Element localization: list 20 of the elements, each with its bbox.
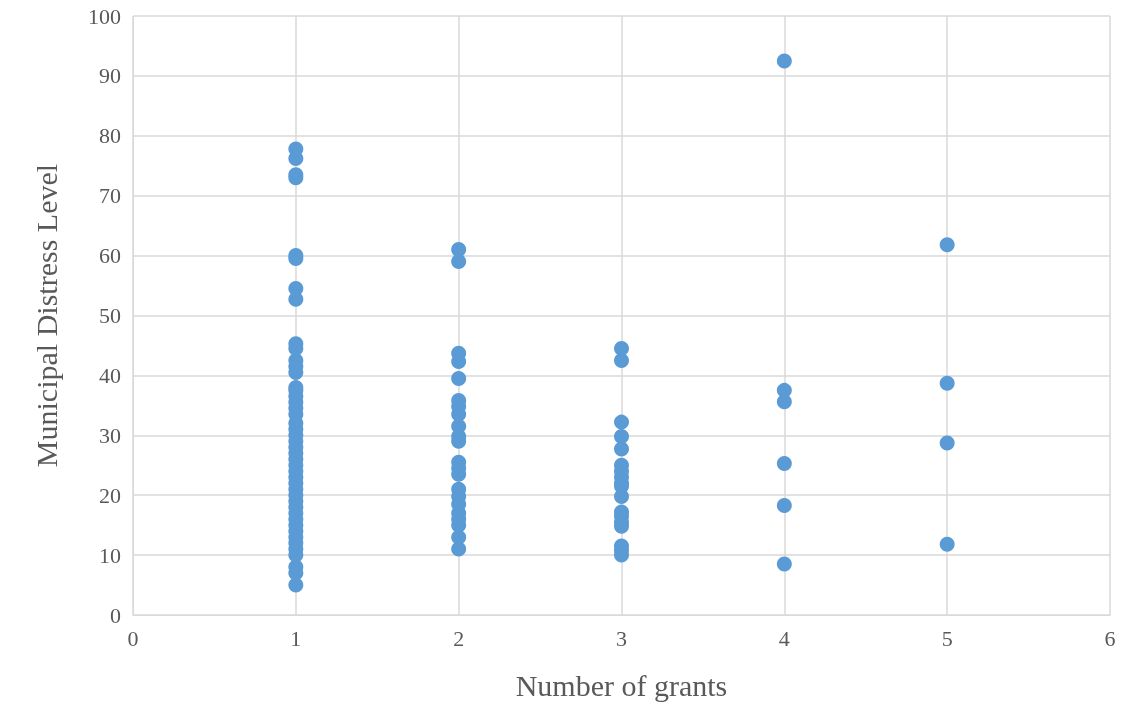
x-tick-label: 3 (616, 625, 627, 651)
y-tick-label: 60 (99, 243, 121, 269)
y-tick-label: 0 (110, 602, 121, 628)
y-tick-label: 30 (99, 422, 121, 448)
x-tick-label: 0 (127, 625, 139, 651)
y-tick-label: 70 (99, 183, 121, 209)
y-axis-title: Municipal Distress Level (29, 163, 63, 468)
y-tick-label: 100 (88, 3, 121, 29)
x-tick-label: 4 (778, 625, 790, 651)
y-tick-label: 50 (99, 303, 121, 328)
y-tick-label: 10 (99, 542, 121, 568)
y-tick-label: 20 (99, 482, 121, 508)
y-tick-label: 40 (99, 362, 121, 388)
x-axis-title: Number of grants (515, 668, 728, 702)
x-tick-label: 2 (453, 625, 465, 651)
y-tick-label: 90 (99, 63, 121, 89)
y-tick-label: 80 (99, 123, 121, 149)
x-tick-label: 6 (1104, 625, 1116, 651)
x-tick-label: 1 (290, 625, 302, 651)
x-tick-label: 5 (941, 625, 953, 651)
